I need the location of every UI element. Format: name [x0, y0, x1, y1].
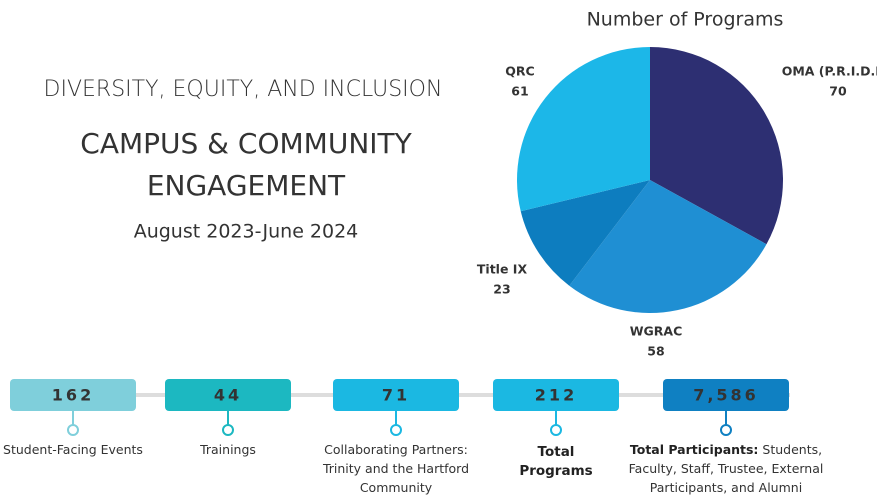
- slice-value: 23: [493, 282, 510, 297]
- kicker: DIVERSITY, EQUITY, AND INCLUSION: [44, 77, 443, 102]
- stat-value: 44: [214, 386, 242, 405]
- stat-dot: [67, 424, 79, 436]
- stat-label: Total Programs: [511, 443, 601, 481]
- stat-label: Trainings: [143, 440, 313, 459]
- slice-label: WGRAC: [630, 324, 683, 339]
- label-bold: Total Participants:: [629, 442, 759, 457]
- stat-label: Collaborating Partners: Trinity and the …: [311, 440, 481, 497]
- stat-dot: [390, 424, 402, 436]
- slice-value: 61: [511, 84, 528, 99]
- stat-box: [333, 379, 459, 411]
- label-text: Students, Faculty, Staff, Trustee, Exter…: [628, 442, 824, 495]
- title-line: ENGAGEMENT: [147, 169, 346, 202]
- stat-value: 71: [382, 386, 410, 405]
- label-text: Student-Facing Events: [3, 442, 143, 457]
- stat-box: [165, 379, 291, 411]
- title-line: CAMPUS & COMMUNITY: [80, 127, 412, 160]
- stat-dot: [550, 424, 562, 436]
- stat-dot: [720, 424, 732, 436]
- period: August 2023-June 2024: [134, 221, 359, 243]
- stat-dot: [222, 424, 234, 436]
- stat-value: 162: [52, 386, 94, 405]
- stat-box: [663, 379, 789, 411]
- slice-label: Title IX: [477, 262, 528, 277]
- stat-box: [493, 379, 619, 411]
- stat-box: [10, 379, 136, 411]
- chart-title: Number of Programs: [587, 9, 784, 31]
- label-bold: Total Programs: [519, 444, 593, 479]
- pie-slice: [650, 47, 783, 245]
- pie-slice: [517, 47, 650, 212]
- label-text: Collaborating Partners: Trinity and the …: [322, 442, 470, 495]
- stat-label: Total Participants: Students, Faculty, S…: [626, 440, 826, 497]
- slice-value: 58: [647, 344, 664, 359]
- stat-label: Student-Facing Events: [0, 440, 158, 459]
- pie-slice: [520, 180, 650, 286]
- slice-value: 70: [829, 84, 847, 99]
- stat-value: 212: [535, 386, 577, 405]
- label-text: Trainings: [200, 442, 256, 457]
- pie-slice: [569, 180, 767, 313]
- slice-label: OMA (P.R.I.D.E.): [782, 64, 877, 79]
- slice-label: QRC: [505, 64, 534, 79]
- stat-value: 7,586: [693, 386, 759, 405]
